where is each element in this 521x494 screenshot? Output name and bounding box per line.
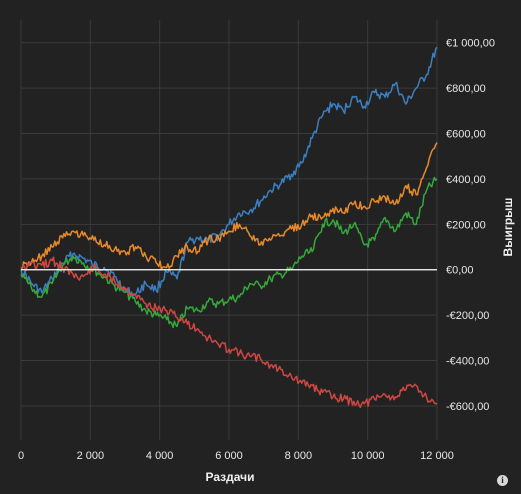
x-tick-label: 2 000 <box>77 450 105 462</box>
y-tick-label: -€400,00 <box>446 356 489 368</box>
x-tick-label: 8 000 <box>285 450 313 462</box>
y-tick-label: €1 000,00 <box>446 38 495 50</box>
y-axis-ticks: €1 000,00 €800,00 €600,00 €400,00 €200,00 €0,… <box>446 38 495 413</box>
series-line-2 <box>20 142 438 270</box>
x-tick-label: 10 000 <box>351 450 385 462</box>
y-tick-label: €400,00 <box>446 174 486 186</box>
series-line-4 <box>20 256 437 409</box>
y-tick-label: €800,00 <box>446 83 486 95</box>
x-axis-title: Раздачи <box>206 470 255 484</box>
x-tick-label: 0 <box>18 450 24 462</box>
series-line-1 <box>20 46 438 298</box>
y-tick-label: €0,00 <box>446 265 474 277</box>
y-tick-label: €200,00 <box>446 219 486 231</box>
info-icon[interactable]: i <box>497 475 508 486</box>
x-axis-ticks: 0 2 000 4 000 6 000 8 000 10 000 12 000 <box>18 450 454 462</box>
y-tick-label: €600,00 <box>446 129 486 141</box>
y-tick-label: -€200,00 <box>446 310 489 322</box>
x-tick-label: 6 000 <box>215 450 243 462</box>
x-tick-label: 4 000 <box>146 450 174 462</box>
y-axis-title: Выигрыш <box>501 198 515 257</box>
y-tick-label: -€600,00 <box>446 401 489 413</box>
x-tick-label: 12 000 <box>420 450 454 462</box>
